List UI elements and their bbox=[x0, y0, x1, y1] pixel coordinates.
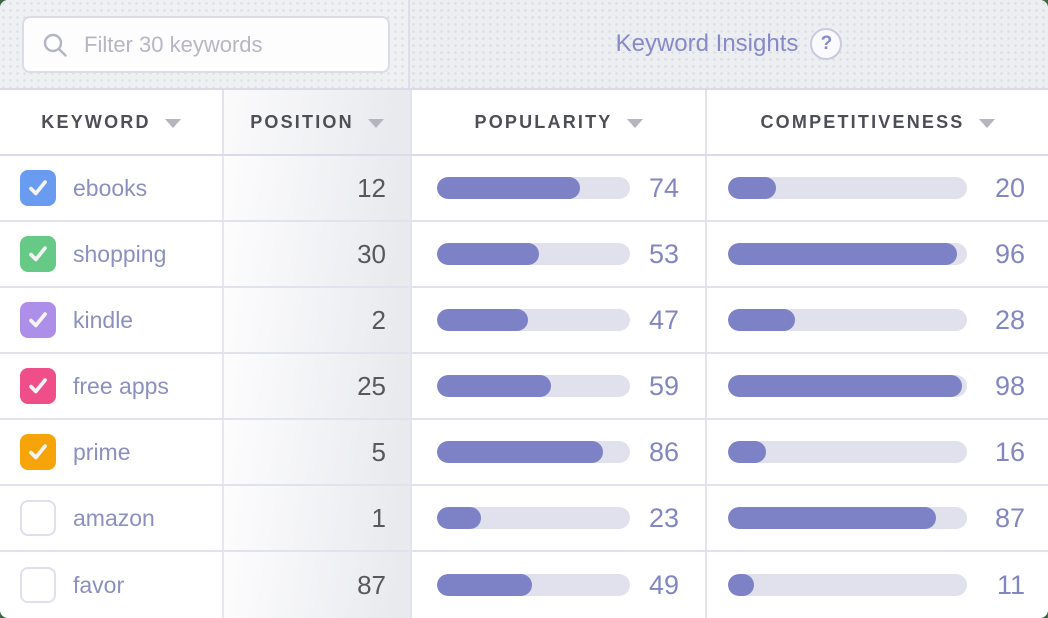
competitiveness-value: 16 bbox=[994, 436, 1025, 467]
sort-arrow-icon bbox=[367, 118, 384, 128]
checkmark-icon bbox=[29, 378, 47, 394]
competitiveness-bar bbox=[728, 243, 967, 265]
position-value: 5 bbox=[371, 436, 386, 467]
table-row: free apps 25 59 98 bbox=[0, 354, 1048, 420]
popularity-value: 59 bbox=[648, 370, 679, 401]
column-header-popularity-label: POPULARITY bbox=[474, 111, 613, 132]
column-header-keyword[interactable]: KEYWORD bbox=[0, 90, 222, 154]
keyword-label: ebooks bbox=[73, 174, 148, 201]
table-header: KEYWORD POSITION POPULARITY COMPETITIVEN… bbox=[0, 90, 1048, 156]
column-header-competitiveness[interactable]: COMPETITIVENESS bbox=[705, 90, 1048, 154]
column-header-position-label: POSITION bbox=[250, 111, 354, 132]
keyword-label: amazon bbox=[73, 504, 155, 531]
row-checkbox[interactable] bbox=[20, 434, 56, 470]
competitiveness-bar bbox=[728, 441, 967, 463]
keyword-filter-box[interactable] bbox=[22, 16, 390, 73]
column-header-keyword-label: KEYWORD bbox=[41, 111, 151, 132]
keyword-label: favor bbox=[73, 571, 125, 598]
popularity-value: 23 bbox=[648, 502, 679, 533]
competitiveness-bar bbox=[728, 507, 967, 529]
popularity-bar bbox=[437, 507, 630, 529]
popularity-value: 86 bbox=[648, 436, 679, 467]
sort-arrow-icon bbox=[626, 118, 643, 128]
row-checkbox[interactable] bbox=[20, 302, 56, 338]
column-header-position[interactable]: POSITION bbox=[222, 90, 410, 154]
keyword-label: shopping bbox=[73, 240, 167, 267]
column-header-competitiveness-label: COMPETITIVENESS bbox=[760, 111, 965, 132]
table-row: favor 87 49 11 bbox=[0, 552, 1048, 618]
filter-section bbox=[0, 0, 410, 88]
popularity-bar bbox=[437, 574, 630, 596]
table-row: shopping 30 53 96 bbox=[0, 222, 1048, 288]
competitiveness-bar bbox=[728, 574, 967, 596]
competitiveness-value: 11 bbox=[996, 569, 1025, 600]
popularity-bar bbox=[437, 309, 630, 331]
checkmark-icon bbox=[29, 444, 47, 460]
table-row: kindle 2 47 28 bbox=[0, 288, 1048, 354]
table-body: ebooks 12 74 20 bbox=[0, 156, 1048, 618]
checkmark-icon bbox=[29, 180, 47, 196]
keyword-label: kindle bbox=[73, 306, 134, 333]
keyword-filter-input[interactable] bbox=[82, 30, 388, 59]
position-value: 12 bbox=[357, 172, 386, 203]
table-row: amazon 1 23 87 bbox=[0, 486, 1048, 552]
popularity-value: 47 bbox=[648, 304, 679, 335]
help-icon[interactable]: ? bbox=[810, 28, 843, 60]
popularity-bar bbox=[437, 441, 630, 463]
competitiveness-value: 87 bbox=[994, 502, 1025, 533]
competitiveness-value: 98 bbox=[994, 370, 1025, 401]
position-value: 2 bbox=[371, 304, 386, 335]
table-row: prime 5 86 16 bbox=[0, 420, 1048, 486]
competitiveness-value: 96 bbox=[994, 238, 1025, 269]
row-checkbox[interactable] bbox=[20, 236, 56, 272]
row-checkbox[interactable] bbox=[20, 170, 56, 206]
competitiveness-bar bbox=[728, 309, 967, 331]
row-checkbox[interactable] bbox=[20, 500, 56, 536]
competitiveness-value: 20 bbox=[994, 172, 1025, 203]
position-value: 30 bbox=[357, 238, 386, 269]
competitiveness-value: 28 bbox=[994, 304, 1025, 335]
popularity-value: 49 bbox=[648, 569, 679, 600]
position-value: 1 bbox=[371, 502, 386, 533]
column-header-popularity[interactable]: POPULARITY bbox=[410, 90, 705, 154]
keyword-label: free apps bbox=[73, 372, 169, 399]
position-value: 87 bbox=[357, 569, 386, 600]
row-checkbox[interactable] bbox=[20, 567, 56, 603]
popularity-value: 74 bbox=[648, 172, 679, 203]
position-value: 25 bbox=[357, 370, 386, 401]
panel-title: Keyword Insights bbox=[615, 30, 799, 57]
popularity-value: 53 bbox=[648, 238, 679, 269]
sort-arrow-icon bbox=[164, 118, 181, 128]
checkmark-icon bbox=[29, 246, 47, 262]
popularity-bar bbox=[437, 177, 630, 199]
keyword-label: prime bbox=[73, 438, 131, 465]
popularity-bar bbox=[437, 375, 630, 397]
sort-arrow-icon bbox=[978, 118, 995, 128]
popularity-bar bbox=[437, 243, 630, 265]
competitiveness-bar bbox=[728, 177, 967, 199]
table-row: ebooks 12 74 20 bbox=[0, 156, 1048, 222]
insights-header: Keyword Insights ? bbox=[410, 0, 1048, 88]
top-bar: Keyword Insights ? bbox=[0, 0, 1048, 90]
row-checkbox[interactable] bbox=[20, 368, 56, 404]
search-icon bbox=[43, 33, 67, 57]
competitiveness-bar bbox=[728, 375, 967, 397]
checkmark-icon bbox=[29, 312, 47, 328]
